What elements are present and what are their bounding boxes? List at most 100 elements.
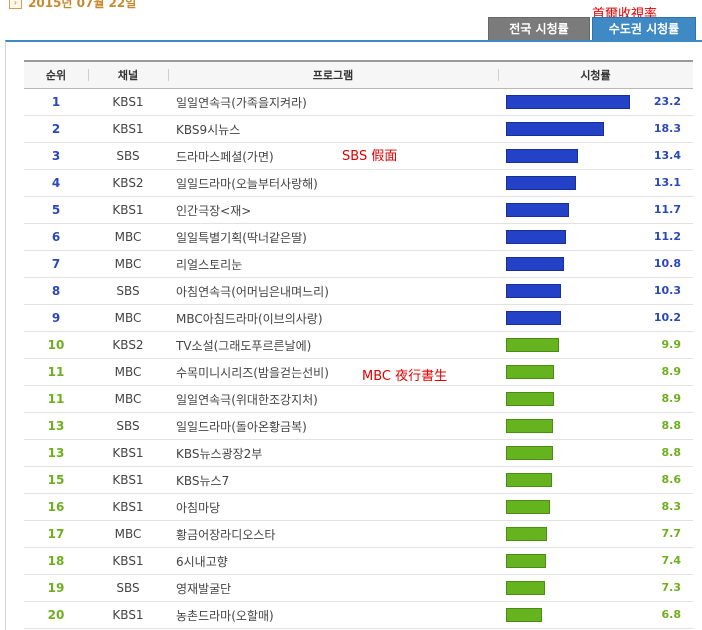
program-cell[interactable]: 6시내고향: [168, 547, 498, 575]
rating-value: 10.8: [653, 257, 681, 270]
rating-value: 10.2: [653, 311, 681, 324]
channel-cell: KBS2: [88, 169, 168, 197]
program-cell[interactable]: 일일연속극(가족을지켜라): [168, 88, 498, 116]
rating-cell: 8.8: [498, 439, 693, 467]
program-cell[interactable]: 일일특별기획(딱너같은딸): [168, 223, 498, 251]
table-row: 7 MBC 리얼스토리눈 10.8: [24, 250, 693, 278]
rating-cell: 10.8: [498, 250, 693, 278]
rank-cell: 1: [24, 88, 88, 116]
rating-bar: [506, 581, 545, 595]
program-cell[interactable]: 수목미니시리즈(밤을걷는선비): [168, 358, 498, 386]
sbs-mask-annotation: SBS 假面: [342, 149, 398, 164]
rank-cell: 15: [24, 466, 88, 494]
program-cell[interactable]: 인간극장<재>: [168, 196, 498, 224]
table-row: 3 SBS 드라마스페셜(가면) 13.4: [24, 142, 693, 170]
tab-national-rating[interactable]: 전국 시청률: [488, 17, 590, 41]
program-cell[interactable]: TV소설(그래도푸르른날에): [168, 331, 498, 359]
channel-cell: MBC: [88, 385, 168, 413]
rating-bar: [506, 311, 561, 325]
rating-cell: 18.3: [498, 115, 693, 143]
rating-value: 8.3: [661, 500, 682, 513]
channel-cell: KBS2: [88, 331, 168, 359]
program-cell[interactable]: KBS9시뉴스: [168, 115, 498, 143]
rank-cell: 17: [24, 520, 88, 548]
rating-bar: [506, 365, 554, 379]
rating-tabs: 전국 시청률 수도권 시청률: [488, 17, 696, 41]
table-row: 19 SBS 영재발굴단 7.3: [24, 574, 693, 602]
table-row: 2 KBS1 KBS9시뉴스 18.3: [24, 115, 693, 143]
column-header-rating: 시청률: [498, 60, 693, 89]
rating-cell: 8.6: [498, 466, 693, 494]
program-cell[interactable]: 일일드라마(돌아온황금복): [168, 412, 498, 440]
channel-cell: SBS: [88, 412, 168, 440]
rating-value: 8.9: [661, 392, 682, 405]
table-row: 13 SBS 일일드라마(돌아온황금복) 8.8: [24, 412, 693, 440]
rank-cell: 3: [24, 142, 88, 170]
channel-cell: MBC: [88, 520, 168, 548]
program-cell[interactable]: KBS뉴스7: [168, 466, 498, 494]
rank-cell: 7: [24, 250, 88, 278]
channel-cell: KBS1: [88, 88, 168, 116]
channel-cell: MBC: [88, 358, 168, 386]
rank-cell: 18: [24, 547, 88, 575]
rating-cell: 10.2: [498, 304, 693, 332]
rating-cell: 7.4: [498, 547, 693, 575]
program-cell[interactable]: 드라마스페셜(가면): [168, 142, 498, 170]
program-cell[interactable]: 리얼스토리눈: [168, 250, 498, 278]
table-row: 4 KBS2 일일드라마(오늘부터사랑해) 13.1: [24, 169, 693, 197]
rank-cell: 8: [24, 277, 88, 305]
table-row: 11 MBC 일일연속극(위대한조강지처) 8.9: [24, 385, 693, 413]
program-cell[interactable]: 아침연속극(어머님은내며느리): [168, 277, 498, 305]
rank-cell: 13: [24, 412, 88, 440]
program-cell[interactable]: 황금어장라디오스타: [168, 520, 498, 548]
rating-cell: 8.9: [498, 385, 693, 413]
rating-value: 8.6: [661, 473, 682, 486]
rating-bar: [506, 500, 550, 514]
rating-bar: [506, 176, 576, 190]
program-cell[interactable]: 농촌드라마(오할매): [168, 601, 498, 629]
rank-cell: 2: [24, 115, 88, 143]
table-row: 17 MBC 황금어장라디오스타 7.7: [24, 520, 693, 548]
tab-metro-rating[interactable]: 수도권 시청률: [592, 17, 696, 41]
table-row: 10 KBS2 TV소설(그래도푸르른날에) 9.9: [24, 331, 693, 359]
date-bar: › 2015년 07월 22일: [0, 0, 136, 11]
program-cell[interactable]: 일일드라마(오늘부터사랑해): [168, 169, 498, 197]
rating-cell: 7.3: [498, 574, 693, 602]
rating-bar: [506, 149, 578, 163]
table-row: 9 MBC MBC아침드라마(이브의사랑) 10.2: [24, 304, 693, 332]
rating-cell: 8.9: [498, 358, 693, 386]
channel-cell: KBS1: [88, 439, 168, 467]
column-header-channel-label: 채널: [117, 69, 139, 82]
rating-value: 10.3: [653, 284, 681, 297]
program-cell[interactable]: MBC아침드라마(이브의사랑): [168, 304, 498, 332]
rating-cell: 11.2: [498, 223, 693, 251]
table-row: 15 KBS1 KBS뉴스7 8.6: [24, 466, 693, 494]
rating-bar: [506, 473, 552, 487]
rating-value: 9.9: [661, 338, 682, 351]
program-cell[interactable]: 영재발굴단: [168, 574, 498, 602]
table-row: 16 KBS1 아침마당 8.3: [24, 493, 693, 521]
column-header-channel: 채널: [88, 60, 168, 89]
channel-cell: MBC: [88, 223, 168, 251]
rank-cell: 6: [24, 223, 88, 251]
program-cell[interactable]: 아침마당: [168, 493, 498, 521]
rank-cell: 16: [24, 493, 88, 521]
rank-cell: 10: [24, 331, 88, 359]
program-cell[interactable]: 일일연속극(위대한조강지처): [168, 385, 498, 413]
rating-value: 6.8: [661, 608, 682, 621]
table-row: 5 KBS1 인간극장<재> 11.7: [24, 196, 693, 224]
rating-bar: [506, 284, 561, 298]
program-cell[interactable]: KBS뉴스광장2부: [168, 439, 498, 467]
table-row: 8 SBS 아침연속극(어머님은내며느리) 10.3: [24, 277, 693, 305]
rating-cell: 13.1: [498, 169, 693, 197]
table-row: 13 KBS1 KBS뉴스광장2부 8.8: [24, 439, 693, 467]
table-row: 1 KBS1 일일연속극(가족을지켜라) 23.2: [24, 88, 693, 116]
rating-cell: 13.4: [498, 142, 693, 170]
column-header-rank: 순위: [24, 60, 88, 89]
rating-cell: 8.8: [498, 412, 693, 440]
rating-cell: 7.7: [498, 520, 693, 548]
rating-bar: [506, 554, 546, 568]
rank-cell: 11: [24, 358, 88, 386]
column-header-program-label: 프로그램: [312, 69, 354, 82]
column-header-program: 프로그램: [168, 60, 498, 89]
